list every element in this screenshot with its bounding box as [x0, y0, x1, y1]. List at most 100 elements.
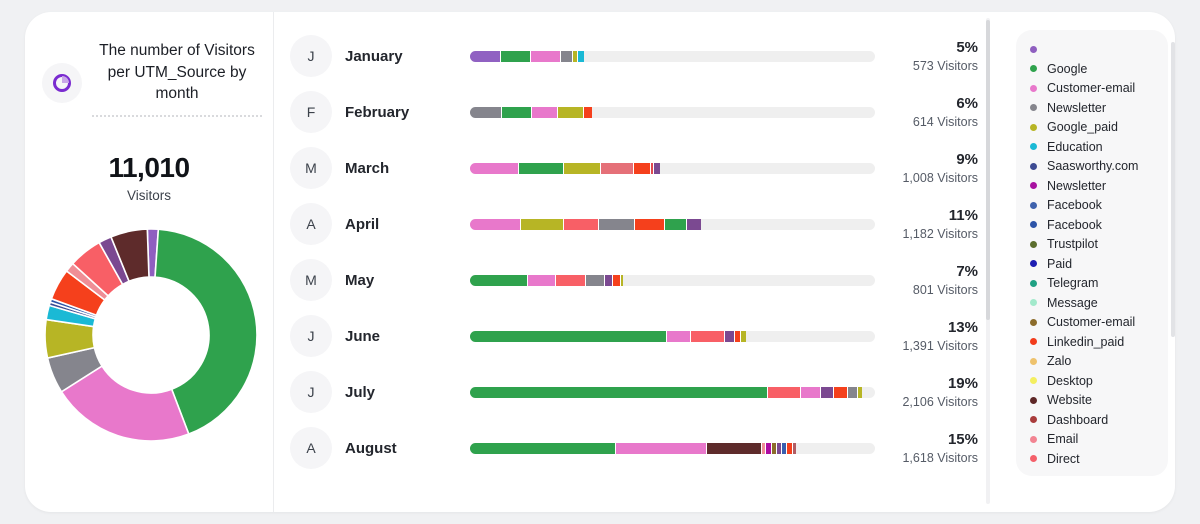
- month-percent: 6%: [956, 95, 978, 112]
- bar-segment-newsletter[interactable]: [686, 218, 701, 230]
- legend-item-dashboard[interactable]: Dashboard: [1030, 411, 1160, 429]
- legend-item-facebook[interactable]: Facebook: [1030, 196, 1160, 214]
- bar-segment-newsletter[interactable]: [598, 218, 634, 230]
- legend-item-education[interactable]: Education: [1030, 138, 1160, 156]
- bar-segment-newsletter[interactable]: [470, 106, 501, 118]
- month-stats: 6% 614 Visitors: [875, 95, 978, 129]
- legend-item-linkedin-paid[interactable]: Linkedin_paid: [1030, 333, 1160, 351]
- legend-dot: [1030, 240, 1037, 248]
- stacked-bar-june: [470, 330, 875, 342]
- bar-segment-newsletter[interactable]: [560, 50, 572, 62]
- bar-segment-customer-email[interactable]: [800, 386, 820, 398]
- chart-scrollbar[interactable]: [986, 18, 990, 504]
- bar-segment-google-paid[interactable]: [572, 50, 577, 62]
- bar-segment-newsletter[interactable]: [724, 330, 734, 342]
- legend-item-customer-email[interactable]: Customer-email: [1030, 79, 1160, 97]
- legend-item-customer-email[interactable]: Customer-email: [1030, 313, 1160, 331]
- bar-segment-newsletter[interactable]: [820, 386, 833, 398]
- legend-dot: [1030, 123, 1037, 131]
- bar-segment-google[interactable]: [470, 386, 767, 398]
- legend-dot: [1030, 396, 1037, 404]
- bar-segment-linkedin-paid[interactable]: [734, 330, 740, 342]
- month-avatar: F: [290, 91, 332, 133]
- bar-segment-google-paid[interactable]: [557, 106, 583, 118]
- legend-item-google-paid[interactable]: Google_paid: [1030, 118, 1160, 136]
- bar-segment-linkedin-paid[interactable]: [612, 274, 620, 286]
- bar-segment-education[interactable]: [577, 50, 584, 62]
- bar-segment-google-paid[interactable]: [620, 274, 623, 286]
- bar-segment-google[interactable]: [500, 50, 530, 62]
- bar-segment-google-paid[interactable]: [563, 162, 600, 174]
- bar-segment-website[interactable]: [706, 442, 761, 454]
- bar-segment-google[interactable]: [518, 162, 563, 174]
- legend-item-facebook[interactable]: Facebook: [1030, 216, 1160, 234]
- bar-segment-google-paid[interactable]: [740, 330, 746, 342]
- bar-segment-unnamed[interactable]: [470, 50, 500, 62]
- legend-item-message[interactable]: Message: [1030, 294, 1160, 312]
- legend-item-email[interactable]: Email: [1030, 430, 1160, 448]
- legend-dot: [1030, 260, 1037, 268]
- legend-scrollbar-thumb[interactable]: [1171, 42, 1175, 337]
- bar-segment-newsletter[interactable]: [604, 274, 612, 286]
- bar-segment-google-paid[interactable]: [520, 218, 563, 230]
- bar-segment-dashboard[interactable]: [792, 442, 796, 454]
- bar-segment-direct[interactable]: [555, 274, 585, 286]
- bar-segment-newsletter[interactable]: [585, 274, 604, 286]
- legend-item-direct[interactable]: Direct: [1030, 450, 1160, 468]
- legend-item-saasworthy-com[interactable]: Saasworthy.com: [1030, 157, 1160, 175]
- bar-segment-customer-email[interactable]: [470, 162, 518, 174]
- bar-segment-newsletter[interactable]: [776, 442, 781, 454]
- legend-item-telegram[interactable]: Telegram: [1030, 274, 1160, 292]
- legend-item-zalo[interactable]: Zalo: [1030, 352, 1160, 370]
- bar-segment-google[interactable]: [501, 106, 531, 118]
- month-percent: 15%: [947, 431, 978, 448]
- bar-segment-customer-email[interactable]: [666, 330, 690, 342]
- bar-segment-linkedin-paid[interactable]: [634, 218, 664, 230]
- legend-item-paid[interactable]: Paid: [1030, 255, 1160, 273]
- bar-segment-newsletter[interactable]: [847, 386, 857, 398]
- bar-segment-google[interactable]: [470, 274, 527, 286]
- legend-item-google[interactable]: Google: [1030, 60, 1160, 78]
- bar-segment-dashboard[interactable]: [650, 162, 653, 174]
- legend-item-newsletter[interactable]: Newsletter: [1030, 177, 1160, 195]
- bar-segment-linkedin-paid[interactable]: [633, 162, 650, 174]
- bar-segment-linkedin-paid[interactable]: [786, 442, 792, 454]
- bar-segment-direct[interactable]: [563, 218, 598, 230]
- donut-slice-google[interactable]: [154, 228, 258, 436]
- stacked-bar-july: [470, 386, 875, 398]
- legend-item-website[interactable]: Website: [1030, 391, 1160, 409]
- bar-segment-customer-email[interactable]: [615, 442, 706, 454]
- bar-segment-direct[interactable]: [690, 330, 724, 342]
- legend-item-newsletter[interactable]: Newsletter: [1030, 99, 1160, 117]
- legend-label: Customer-email: [1047, 81, 1136, 96]
- bar-segment-google[interactable]: [470, 442, 615, 454]
- chart-scrollbar-thumb[interactable]: [986, 20, 990, 320]
- legend-label: Direct: [1047, 451, 1080, 466]
- utm-source-donut-chart: [43, 227, 259, 443]
- bar-segment-customer-email[interactable]: [531, 106, 557, 118]
- bar-segment-linkedin-paid[interactable]: [583, 106, 592, 118]
- legend-item-unnamed[interactable]: [1030, 40, 1160, 58]
- legend-item-trustpilot[interactable]: Trustpilot: [1030, 235, 1160, 253]
- bar-segment-google[interactable]: [470, 330, 666, 342]
- bar-segment-direct[interactable]: [767, 386, 800, 398]
- bar-segment-customer-email[interactable]: [527, 274, 555, 286]
- bar-segment-google[interactable]: [664, 218, 686, 230]
- legend-item-desktop[interactable]: Desktop: [1030, 372, 1160, 390]
- bar-segment-newsletter[interactable]: [765, 442, 771, 454]
- donut-slice-website[interactable]: [109, 228, 150, 283]
- bar-segment-customer-email[interactable]: [771, 442, 776, 454]
- month-stats: 15% 1,618 Visitors: [875, 431, 978, 465]
- bar-segment-email[interactable]: [600, 162, 633, 174]
- bar-segment-facebook[interactable]: [781, 442, 786, 454]
- legend-dot: [1030, 416, 1037, 424]
- bar-segment-newsletter[interactable]: [653, 162, 660, 174]
- legend-label: Google: [1047, 61, 1088, 76]
- bar-segment-linkedin-paid[interactable]: [833, 386, 847, 398]
- bar-segment-customer-email[interactable]: [530, 50, 560, 62]
- bar-segment-email[interactable]: [761, 442, 765, 454]
- legend-scrollbar[interactable]: [1171, 32, 1175, 474]
- legend-label: Website: [1047, 393, 1092, 408]
- bar-segment-google-paid[interactable]: [857, 386, 862, 398]
- bar-segment-customer-email[interactable]: [470, 218, 520, 230]
